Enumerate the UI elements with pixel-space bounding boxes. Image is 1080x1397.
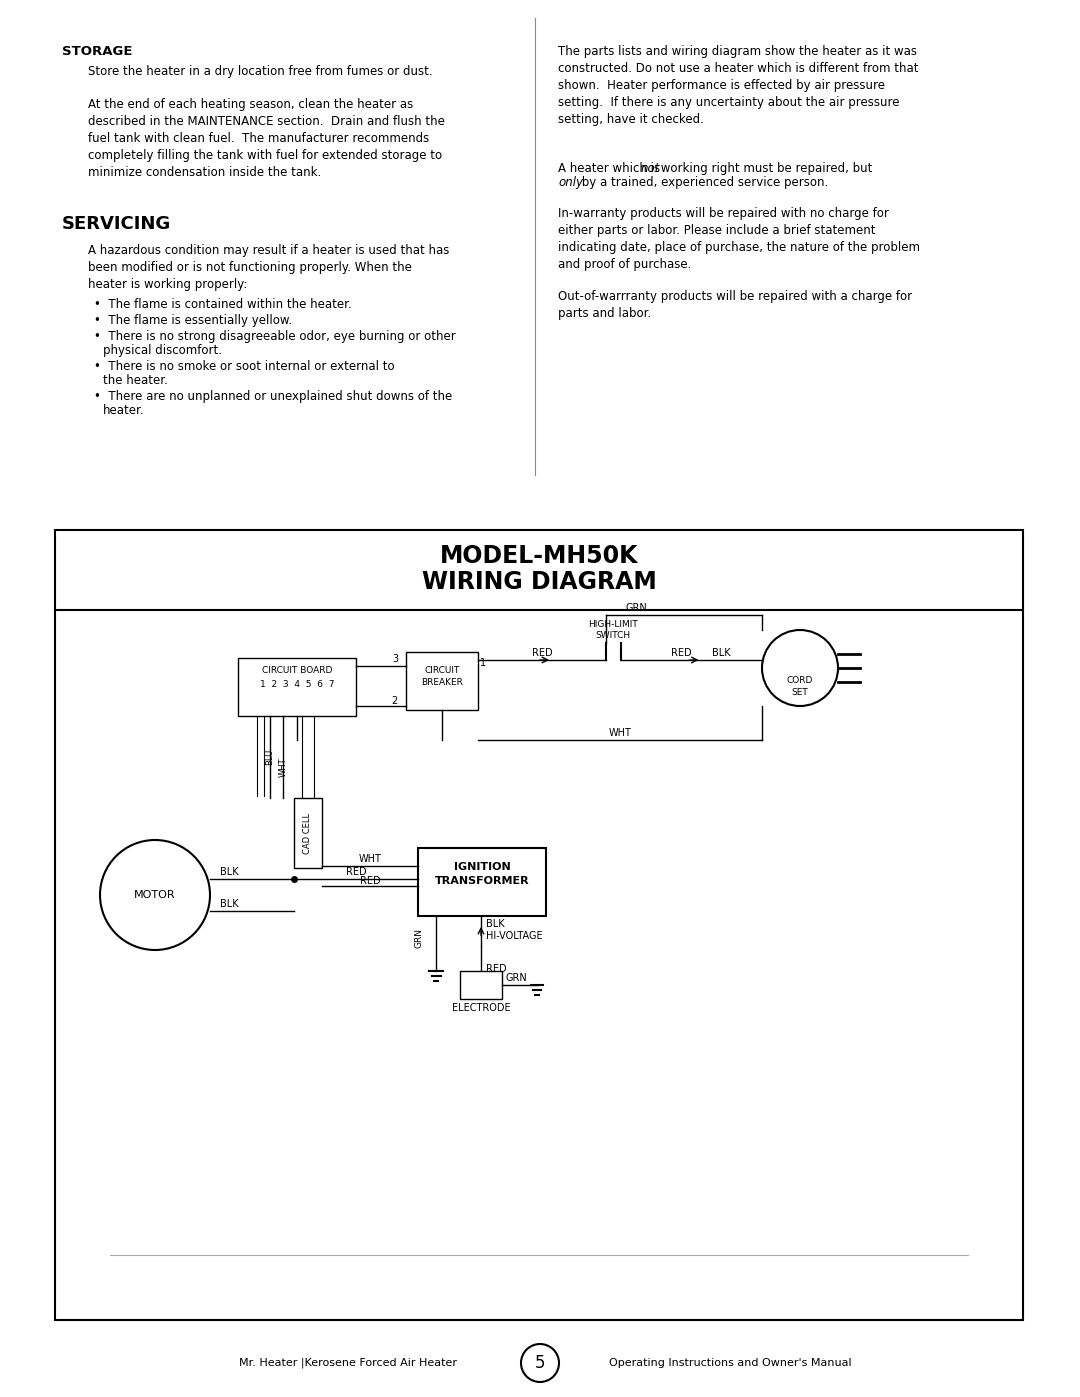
- Circle shape: [100, 840, 210, 950]
- Text: BLK: BLK: [712, 648, 731, 658]
- Text: WIRING DIAGRAM: WIRING DIAGRAM: [421, 570, 657, 594]
- Bar: [418, 848, 546, 916]
- Bar: [238, 658, 356, 717]
- Text: BLK: BLK: [486, 919, 504, 929]
- Text: BLK: BLK: [220, 868, 239, 877]
- Text: CAD CELL: CAD CELL: [303, 813, 312, 854]
- Text: WHT: WHT: [279, 757, 287, 777]
- Text: GRN: GRN: [626, 604, 648, 613]
- Text: HIGH-LIMIT: HIGH-LIMIT: [589, 620, 638, 629]
- Bar: [406, 652, 478, 710]
- Text: In-warranty products will be repaired with no charge for
either parts or labor. : In-warranty products will be repaired wi…: [558, 207, 920, 271]
- Text: •  The flame is essentially yellow.: • The flame is essentially yellow.: [94, 314, 292, 327]
- Text: The parts lists and wiring diagram show the heater as it was
constructed. Do not: The parts lists and wiring diagram show …: [558, 45, 918, 126]
- Text: Mr. Heater |Kerosene Forced Air Heater: Mr. Heater |Kerosene Forced Air Heater: [239, 1358, 457, 1368]
- Text: CORD: CORD: [787, 676, 813, 685]
- Text: ELECTRODE: ELECTRODE: [451, 1003, 511, 1013]
- Text: 2: 2: [392, 696, 399, 705]
- Circle shape: [762, 630, 838, 705]
- Text: A heater which is: A heater which is: [558, 162, 664, 175]
- Text: HI-VOLTAGE: HI-VOLTAGE: [486, 930, 542, 942]
- Text: WHT: WHT: [359, 854, 381, 863]
- Text: WHT: WHT: [608, 728, 632, 738]
- Text: Operating Instructions and Owner's Manual: Operating Instructions and Owner's Manua…: [609, 1358, 851, 1368]
- Text: GRN: GRN: [505, 972, 527, 983]
- Text: GRN: GRN: [415, 928, 424, 949]
- Text: only: only: [558, 176, 583, 189]
- Text: A hazardous condition may result if a heater is used that has
been modified or i: A hazardous condition may result if a he…: [87, 244, 449, 291]
- Text: 5: 5: [535, 1354, 545, 1372]
- Text: BLK: BLK: [220, 900, 239, 909]
- Bar: [55, 529, 1023, 1320]
- Text: •  There are no unplanned or unexplained shut downs of the: • There are no unplanned or unexplained …: [94, 390, 453, 402]
- Text: IGNITION: IGNITION: [454, 862, 511, 872]
- Bar: [294, 798, 322, 868]
- Text: SWITCH: SWITCH: [595, 631, 631, 640]
- Text: CIRCUIT: CIRCUIT: [424, 666, 460, 675]
- Text: SET: SET: [792, 687, 808, 697]
- Text: RED: RED: [346, 868, 366, 877]
- Text: CIRCUIT BOARD: CIRCUIT BOARD: [261, 666, 333, 675]
- Text: At the end of each heating season, clean the heater as
described in the MAINTENA: At the end of each heating season, clean…: [87, 98, 445, 179]
- Bar: [460, 971, 502, 999]
- Text: by a trained, experienced service person.: by a trained, experienced service person…: [578, 176, 828, 189]
- Text: Store the heater in a dry location free from fumes or dust.: Store the heater in a dry location free …: [87, 66, 433, 78]
- Text: the heater.: the heater.: [103, 374, 167, 387]
- Text: BREAKER: BREAKER: [421, 678, 463, 687]
- Text: heater.: heater.: [103, 404, 145, 416]
- Text: RED: RED: [672, 648, 692, 658]
- Text: 3: 3: [392, 654, 399, 664]
- Text: STORAGE: STORAGE: [62, 45, 133, 59]
- Text: not: not: [642, 162, 660, 175]
- Text: 1  2  3  4  5  6  7: 1 2 3 4 5 6 7: [260, 680, 334, 689]
- Text: Out-of-warrranty products will be repaired with a charge for
parts and labor.: Out-of-warrranty products will be repair…: [558, 291, 913, 320]
- Text: BLU: BLU: [266, 749, 274, 766]
- Circle shape: [521, 1344, 559, 1382]
- Text: 1: 1: [480, 658, 486, 668]
- Text: TRANSFORMER: TRANSFORMER: [434, 876, 529, 886]
- Text: MOTOR: MOTOR: [134, 890, 176, 900]
- Text: SERVICING: SERVICING: [62, 215, 172, 233]
- Text: •  There is no strong disagreeable odor, eye burning or other: • There is no strong disagreeable odor, …: [94, 330, 456, 344]
- Text: MODEL-MH50K: MODEL-MH50K: [440, 543, 638, 569]
- Text: working right must be repaired, but: working right must be repaired, but: [657, 162, 873, 175]
- Text: •  The flame is contained within the heater.: • The flame is contained within the heat…: [94, 298, 352, 312]
- Text: RED: RED: [486, 964, 507, 974]
- Text: •  There is no smoke or soot internal or external to: • There is no smoke or soot internal or …: [94, 360, 394, 373]
- Text: RED: RED: [360, 876, 380, 886]
- Text: physical discomfort.: physical discomfort.: [103, 344, 222, 358]
- Text: RED: RED: [531, 648, 552, 658]
